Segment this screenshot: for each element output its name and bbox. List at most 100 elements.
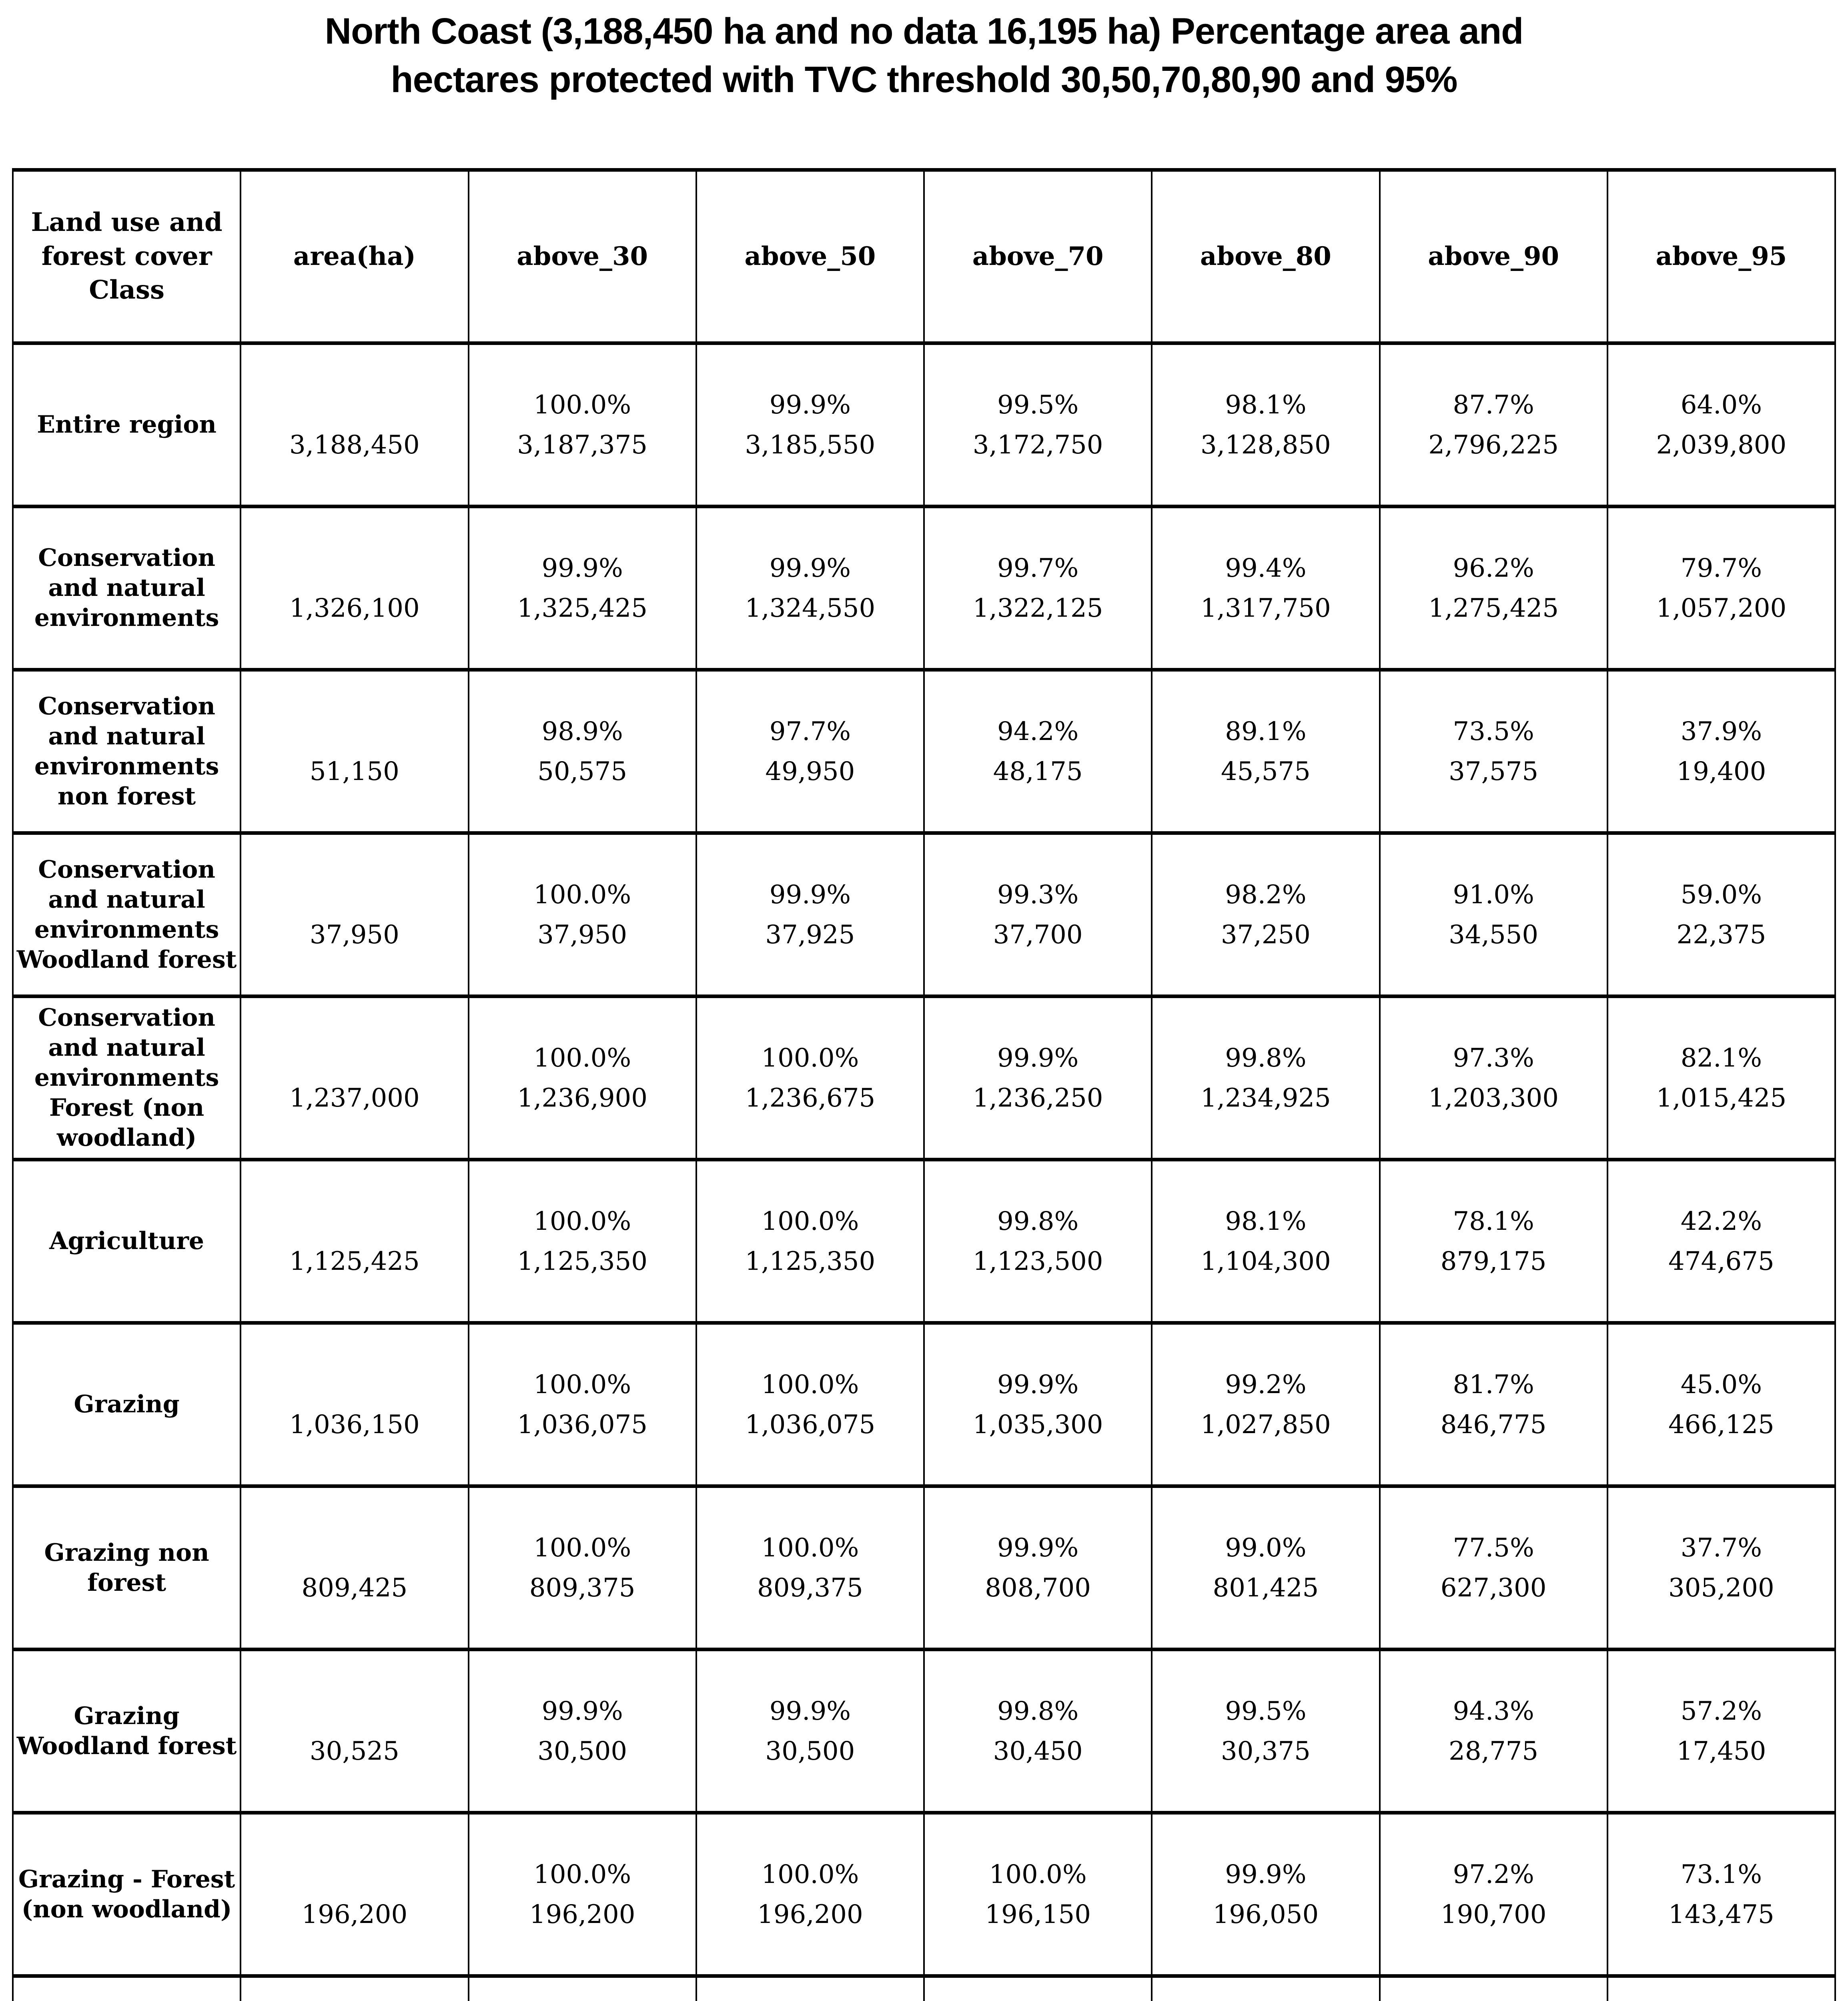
cell-hectares: 3,187,375 bbox=[517, 430, 647, 460]
threshold-cell-above_70: 99.8% 30,450 bbox=[923, 1648, 1153, 1815]
cell-percent: 78.1% bbox=[1453, 1206, 1534, 1236]
cell-percent: 79.7% bbox=[1680, 553, 1762, 583]
cell-percent: 99.9% bbox=[541, 1696, 623, 1726]
cell-percent bbox=[244, 1528, 465, 1568]
cell-percent: 77.5% bbox=[1453, 1533, 1534, 1563]
cell-percent bbox=[244, 548, 465, 588]
cell-hectares: 1,236,900 bbox=[517, 1083, 647, 1113]
cell-percent: 37.7% bbox=[1680, 1533, 1762, 1563]
threshold-cell-above_30: 100.0% 37,950 bbox=[467, 831, 697, 998]
cell-hectares: 809,375 bbox=[529, 1573, 635, 1603]
threshold-cell-above_80: 99.8% 1,234,925 bbox=[1151, 994, 1381, 1161]
cell-percent: 96.2% bbox=[1453, 553, 1534, 583]
cell-percent: 99.9% bbox=[769, 880, 851, 910]
cell-percent: 82.1% bbox=[1680, 1043, 1762, 1073]
row-label: Cropping bbox=[12, 1974, 242, 2001]
cell-hectares: 37,700 bbox=[993, 920, 1083, 950]
threshold-cell-above_70: 100.0% 196,150 bbox=[923, 1811, 1153, 1978]
cell-percent: 99.5% bbox=[1225, 1696, 1307, 1726]
row-label: Grazing bbox=[12, 1321, 242, 1488]
cell-percent: 91.0% bbox=[1453, 880, 1534, 910]
cell-hectares: 48,175 bbox=[993, 756, 1083, 786]
cell-hectares: 1,036,075 bbox=[517, 1410, 647, 1440]
threshold-cell-above_95: 37.7% 305,200 bbox=[1606, 1484, 1836, 1651]
cell-percent: 100.0% bbox=[533, 1369, 631, 1399]
cell-percent: 45.0% bbox=[1680, 1369, 1762, 1399]
cell-hectares: 196,150 bbox=[985, 1899, 1091, 1929]
cell-percent bbox=[244, 1201, 465, 1241]
cell-hectares: 37,950 bbox=[309, 920, 399, 950]
threshold-cell-above_70: 99.9% 1,236,250 bbox=[923, 994, 1153, 1161]
cell-percent: 59.0% bbox=[1680, 880, 1762, 910]
threshold-cell-above_90: 96.2% 1,275,425 bbox=[1379, 505, 1608, 672]
cell-percent: 99.9% bbox=[769, 390, 851, 420]
cell-hectares: 22,375 bbox=[1676, 920, 1766, 950]
cell-hectares: 190,700 bbox=[1440, 1899, 1547, 1929]
cell-hectares: 34,550 bbox=[1449, 920, 1539, 950]
cell-percent: 97.3% bbox=[1453, 1043, 1534, 1073]
threshold-cell-above_90: 77.5% 627,300 bbox=[1379, 1484, 1608, 1651]
area-cell: 3,188,450 bbox=[240, 341, 469, 508]
cell-hectares: 30,500 bbox=[537, 1736, 627, 1766]
cell-percent: 94.3% bbox=[1453, 1696, 1534, 1726]
cell-percent: 99.5% bbox=[997, 390, 1079, 420]
cell-hectares: 1,275,425 bbox=[1428, 593, 1559, 623]
row-label: Grazing Woodland forest bbox=[12, 1648, 242, 1815]
threshold-cell-above_70: 99.8% 1,123,500 bbox=[923, 1158, 1153, 1325]
cell-hectares: 2,796,225 bbox=[1428, 430, 1559, 460]
cell-hectares: 143,475 bbox=[1668, 1899, 1774, 1929]
threshold-cell-above_80: 99.2% 1,027,850 bbox=[1151, 1321, 1381, 1488]
cell-percent: 57.2% bbox=[1680, 1696, 1762, 1726]
cell-percent: 100.0% bbox=[533, 1533, 631, 1563]
table-row: Conservation and natural environments no… bbox=[12, 668, 1836, 835]
cell-hectares: 1,234,925 bbox=[1201, 1083, 1331, 1113]
threshold-cell-above_95: 45.0% 466,125 bbox=[1606, 1321, 1836, 1488]
cell-hectares: 196,200 bbox=[757, 1899, 863, 1929]
area-cell: 1,125,425 bbox=[240, 1158, 469, 1325]
row-label: Entire region bbox=[12, 341, 242, 508]
cell-hectares: 1,325,425 bbox=[517, 593, 647, 623]
threshold-cell-above_95: 59.0% 22,375 bbox=[1606, 831, 1836, 998]
table-row: Conservation and natural environments Wo… bbox=[12, 831, 1836, 998]
threshold-cell-above_90: 97.3% 1,203,300 bbox=[1379, 994, 1608, 1161]
cell-hectares: 37,925 bbox=[765, 920, 855, 950]
threshold-cell-above_90: 78.1% 879,175 bbox=[1379, 1158, 1608, 1325]
threshold-cell-above_80: 99.9% 196,050 bbox=[1151, 1811, 1381, 1978]
cell-percent: 99.7% bbox=[997, 553, 1079, 583]
cell-hectares: 37,575 bbox=[1449, 756, 1539, 786]
row-label: Grazing non forest bbox=[12, 1484, 242, 1651]
column-header-above-90: above_90 bbox=[1379, 168, 1608, 345]
cell-percent: 100.0% bbox=[533, 1043, 631, 1073]
cell-hectares: 1,036,150 bbox=[289, 1410, 420, 1440]
area-cell: 1,237,000 bbox=[240, 994, 469, 1161]
cell-percent: 97.7% bbox=[769, 716, 851, 746]
cell-percent: 100.0% bbox=[761, 1369, 859, 1399]
threshold-cell-above_80: 80.3%50,450 bbox=[1151, 1974, 1381, 2001]
cell-hectares: 196,200 bbox=[301, 1899, 408, 1929]
cell-hectares: 49,950 bbox=[765, 756, 855, 786]
threshold-cell-above_80: 89.1% 45,575 bbox=[1151, 668, 1381, 835]
tvc-threshold-table: Land use and forest cover Class area(ha) a… bbox=[12, 168, 1836, 2001]
threshold-cell-above_50: 100.0% 809,375 bbox=[695, 1484, 925, 1651]
table-row: Grazing - Forest (non woodland) 196,200 1… bbox=[12, 1811, 1836, 1978]
row-label: Conservation and natural environments bbox=[12, 505, 242, 672]
cell-percent: 99.2% bbox=[1225, 1369, 1307, 1399]
cell-percent: 99.9% bbox=[997, 1043, 1079, 1073]
cell-hectares: 51,150 bbox=[309, 756, 399, 786]
cell-hectares: 1,125,350 bbox=[517, 1246, 647, 1276]
cell-hectares: 37,250 bbox=[1221, 920, 1311, 950]
cell-percent: 99.8% bbox=[997, 1696, 1079, 1726]
threshold-cell-above_95: 79.7% 1,057,200 bbox=[1606, 505, 1836, 672]
area-cell: 1,326,100 bbox=[240, 505, 469, 672]
threshold-cell-above_50: 99.9% 1,324,550 bbox=[695, 505, 925, 672]
page-title-line2: hectares protected with TVC threshold 30… bbox=[391, 59, 1457, 100]
cell-percent: 100.0% bbox=[533, 1859, 631, 1889]
cell-hectares: 1,027,850 bbox=[1201, 1410, 1331, 1440]
cell-hectares: 30,375 bbox=[1221, 1736, 1311, 1766]
threshold-cell-above_30: 100.0% 1,236,900 bbox=[467, 994, 697, 1161]
cell-hectares: 808,700 bbox=[985, 1573, 1091, 1603]
threshold-cell-above_70: 94.2% 48,175 bbox=[923, 668, 1153, 835]
cell-hectares: 1,203,300 bbox=[1428, 1083, 1559, 1113]
cell-percent: 97.2% bbox=[1453, 1859, 1534, 1889]
cell-hectares: 37,950 bbox=[537, 920, 627, 950]
